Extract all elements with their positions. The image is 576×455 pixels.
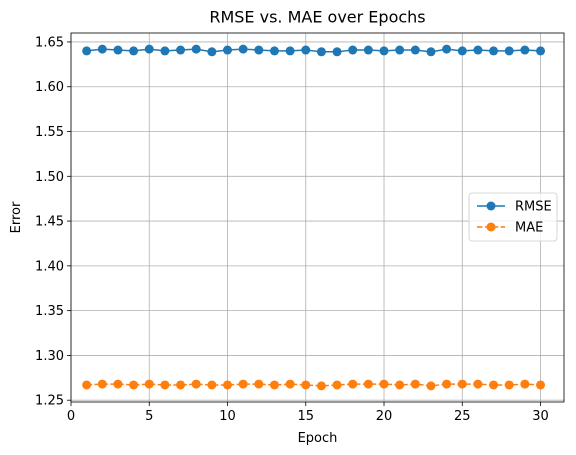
data-point-mae	[269, 380, 279, 390]
series-line-rmse	[86, 48, 541, 53]
y-tick-label: 1.55	[35, 125, 64, 140]
data-point-rmse	[191, 44, 201, 54]
legend-label: MAE	[515, 221, 543, 236]
data-point-mae	[363, 379, 373, 389]
data-point-mae	[536, 380, 546, 390]
y-tick-label: 1.60	[35, 80, 64, 95]
y-tick-label: 1.45	[35, 215, 64, 230]
series-rmse	[82, 44, 546, 57]
data-point-mae	[379, 379, 389, 389]
data-point-mae	[348, 379, 358, 389]
data-point-rmse	[285, 46, 295, 56]
x-tick-label: 5	[145, 409, 153, 424]
data-point-mae	[520, 379, 530, 389]
data-point-rmse	[442, 44, 452, 54]
data-point-mae	[410, 379, 420, 389]
data-point-rmse	[207, 47, 217, 57]
data-point-rmse	[332, 47, 342, 57]
data-point-mae	[504, 380, 514, 390]
y-tick-label: 1.30	[35, 349, 64, 364]
data-point-mae	[426, 381, 436, 391]
data-point-mae	[301, 380, 311, 390]
legend-item-mae: MAE	[477, 221, 543, 236]
y-axis-label: Error	[9, 201, 24, 233]
data-point-rmse	[238, 44, 248, 54]
data-point-mae	[285, 379, 295, 389]
y-tick-label: 1.50	[35, 170, 64, 185]
data-point-mae	[160, 380, 170, 390]
chart-title: RMSE vs. MAE over Epochs	[209, 8, 425, 27]
data-point-rmse	[536, 46, 546, 56]
data-point-rmse	[363, 45, 373, 55]
data-point-rmse	[457, 46, 467, 56]
y-axis: 1.25 1.30 1.35 1.40 1.45 1.50 1.55 1.60 1.65	[35, 35, 71, 409]
data-point-rmse	[160, 46, 170, 56]
legend-swatch-marker	[486, 222, 496, 232]
data-point-rmse	[316, 47, 326, 57]
y-tick-label: 1.40	[35, 259, 64, 274]
data-point-mae	[129, 380, 139, 390]
plot-frame	[70, 32, 565, 403]
x-axis: 0 5 10 15 20 25 30	[67, 402, 549, 424]
data-point-rmse	[348, 45, 358, 55]
data-point-mae	[223, 380, 233, 390]
data-point-rmse	[113, 45, 123, 55]
x-tick-label: 25	[454, 409, 471, 424]
data-point-rmse	[426, 47, 436, 57]
data-point-mae	[97, 379, 107, 389]
data-point-rmse	[223, 45, 233, 55]
data-point-mae	[489, 380, 499, 390]
x-axis-label: Epoch	[298, 431, 338, 446]
data-point-mae	[395, 380, 405, 390]
data-point-mae	[238, 379, 248, 389]
data-point-mae	[442, 379, 452, 389]
series-layer	[82, 44, 546, 391]
data-point-mae	[457, 379, 467, 389]
data-point-rmse	[489, 46, 499, 56]
data-point-rmse	[473, 45, 483, 55]
data-point-rmse	[395, 45, 405, 55]
grid	[70, 33, 564, 402]
series-line-mae	[86, 383, 541, 387]
y-tick-label: 1.65	[35, 35, 64, 50]
data-point-rmse	[520, 45, 530, 55]
data-point-rmse	[254, 45, 264, 55]
data-point-rmse	[82, 46, 92, 56]
data-point-rmse	[129, 46, 139, 56]
data-point-mae	[254, 379, 264, 389]
data-point-mae	[191, 379, 201, 389]
data-point-rmse	[379, 46, 389, 56]
y-tick-label: 1.25	[35, 394, 64, 409]
legend: RMSE MAE	[468, 192, 558, 242]
x-tick-label: 20	[376, 409, 393, 424]
data-point-mae	[176, 380, 186, 390]
series-mae	[82, 379, 546, 391]
data-point-rmse	[269, 46, 279, 56]
legend-swatch-marker	[486, 201, 496, 211]
data-point-mae	[113, 379, 123, 389]
data-point-rmse	[144, 44, 154, 54]
legend-item-rmse: RMSE	[477, 200, 552, 215]
x-tick-label: 30	[532, 409, 549, 424]
x-tick-label: 10	[219, 409, 236, 424]
data-point-mae	[144, 379, 154, 389]
x-tick-label: 15	[297, 409, 314, 424]
x-tick-label: 0	[67, 409, 75, 424]
data-point-rmse	[504, 46, 514, 56]
legend-label: RMSE	[515, 200, 552, 215]
data-point-rmse	[410, 45, 420, 55]
data-point-rmse	[301, 45, 311, 55]
data-point-mae	[316, 381, 326, 391]
data-point-mae	[207, 380, 217, 390]
data-point-rmse	[97, 44, 107, 54]
data-point-rmse	[176, 45, 186, 55]
data-point-mae	[82, 380, 92, 390]
y-tick-label: 1.35	[35, 304, 64, 319]
data-point-mae	[473, 379, 483, 389]
data-point-mae	[332, 380, 342, 390]
